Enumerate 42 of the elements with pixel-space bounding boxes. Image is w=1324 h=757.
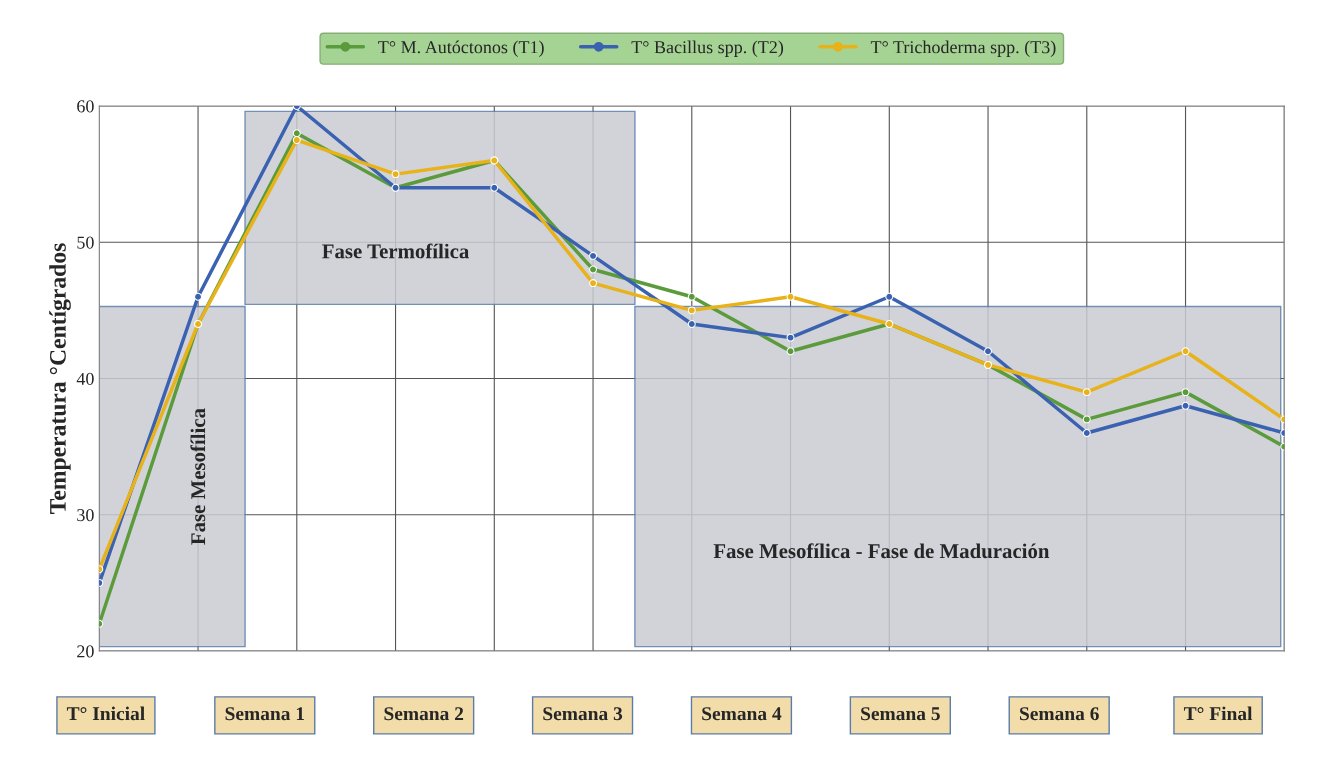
point bbox=[1082, 429, 1091, 437]
point bbox=[589, 265, 598, 274]
point bbox=[292, 136, 301, 145]
point bbox=[687, 320, 696, 328]
point bbox=[589, 251, 598, 260]
point bbox=[687, 292, 696, 301]
legend-label: T° Trichoderma spp. (T3) bbox=[870, 40, 1056, 57]
point bbox=[292, 129, 301, 138]
point bbox=[490, 183, 499, 192]
point bbox=[885, 292, 894, 301]
point bbox=[391, 170, 400, 179]
legend-label: T° M. Autóctonos (T1) bbox=[378, 40, 544, 57]
y-tick-label: 40 bbox=[76, 372, 94, 385]
point bbox=[1082, 388, 1091, 397]
point bbox=[1181, 347, 1190, 356]
point bbox=[984, 347, 993, 356]
point bbox=[194, 292, 203, 301]
text: Semana 3 bbox=[543, 707, 623, 721]
annotation: Fase Termofílica bbox=[322, 243, 470, 259]
text: Semana 1 bbox=[225, 707, 305, 721]
y-tick-label: 60 bbox=[77, 100, 94, 113]
text: T° Final bbox=[1183, 706, 1253, 721]
y-tick-label: 30 bbox=[77, 509, 94, 522]
point bbox=[786, 292, 795, 301]
y-tick-label: 50 bbox=[77, 236, 94, 249]
point bbox=[1181, 388, 1190, 397]
y-axis-title: Temperatura °Centígrados bbox=[49, 243, 71, 514]
point bbox=[687, 306, 696, 315]
text: Semana 5 bbox=[861, 707, 940, 721]
point bbox=[786, 347, 795, 356]
point bbox=[589, 279, 598, 288]
legend-label: T° Bacillus spp. (T2) bbox=[631, 40, 784, 57]
text: Semana 2 bbox=[384, 707, 464, 721]
point bbox=[1181, 401, 1190, 410]
point bbox=[786, 333, 795, 342]
point bbox=[1082, 415, 1091, 424]
annotation: Fase Mesofílica - Fase de Maduración bbox=[713, 543, 1050, 559]
text: T° Inicial bbox=[66, 706, 145, 721]
text: Semana 4 bbox=[702, 707, 782, 721]
text: Semana 6 bbox=[1020, 707, 1099, 721]
y-tick-label: 20 bbox=[77, 645, 94, 658]
annotation: Fase Mesofílica bbox=[190, 408, 206, 545]
